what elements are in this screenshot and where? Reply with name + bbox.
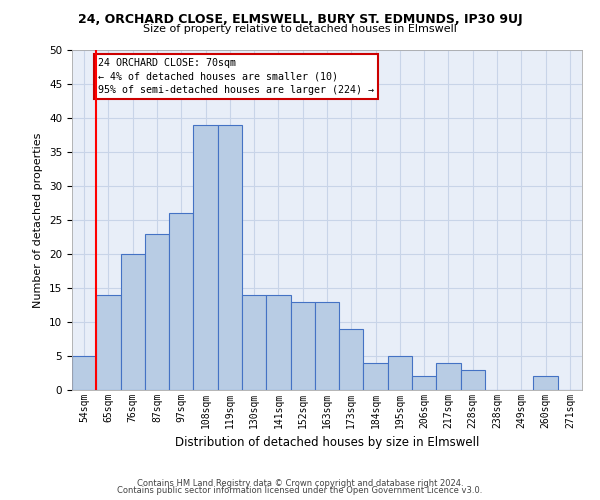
Bar (121, 254, 145, 390)
Bar (169, 213, 193, 390)
Bar (218, 125, 242, 390)
Bar (339, 329, 364, 390)
Bar (193, 125, 218, 390)
Text: Contains public sector information licensed under the Open Government Licence v3: Contains public sector information licen… (118, 486, 482, 495)
Bar (412, 376, 436, 390)
X-axis label: Distribution of detached houses by size in Elmswell: Distribution of detached houses by size … (175, 436, 479, 450)
Bar (145, 234, 169, 390)
Bar (436, 363, 461, 390)
Bar (290, 302, 315, 390)
Text: 24 ORCHARD CLOSE: 70sqm
← 4% of detached houses are smaller (10)
95% of semi-det: 24 ORCHARD CLOSE: 70sqm ← 4% of detached… (97, 58, 373, 94)
Bar (72, 356, 96, 390)
Bar (266, 295, 290, 390)
Bar (461, 370, 485, 390)
Text: 24, ORCHARD CLOSE, ELMSWELL, BURY ST. EDMUNDS, IP30 9UJ: 24, ORCHARD CLOSE, ELMSWELL, BURY ST. ED… (77, 12, 523, 26)
Bar (388, 356, 412, 390)
Text: Size of property relative to detached houses in Elmswell: Size of property relative to detached ho… (143, 24, 457, 34)
Y-axis label: Number of detached properties: Number of detached properties (34, 132, 43, 308)
Bar (242, 295, 266, 390)
Bar (533, 376, 558, 390)
Bar (315, 302, 339, 390)
Bar (96, 295, 121, 390)
Bar (364, 363, 388, 390)
Text: Contains HM Land Registry data © Crown copyright and database right 2024.: Contains HM Land Registry data © Crown c… (137, 478, 463, 488)
